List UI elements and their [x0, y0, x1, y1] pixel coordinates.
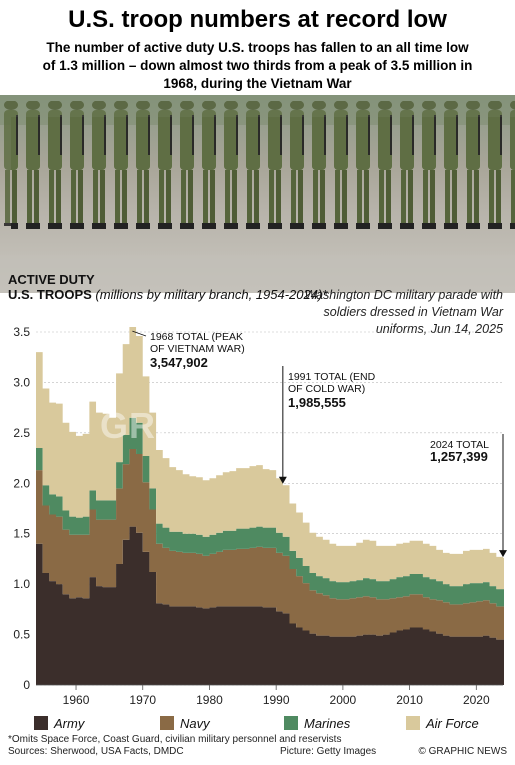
- annotation-value: 1,257,399: [430, 449, 488, 464]
- area-navy: [36, 448, 504, 640]
- photo-caption: Washington DC military parade with soldi…: [304, 288, 503, 336]
- legend-air-force-label: Air Force: [426, 716, 479, 731]
- legend-air-force: Air Force: [406, 716, 479, 731]
- annotation-arrowhead: [278, 476, 287, 484]
- legend-marines-label: Marines: [304, 716, 351, 731]
- x-tick-label: 1970: [129, 693, 156, 707]
- legend-marines: Marines: [284, 716, 350, 731]
- footnote-text: *Omits Space Force, Coast Guard, civilia…: [8, 734, 342, 745]
- y-tick-label: 2.5: [13, 426, 30, 440]
- y-tick-label: 0.5: [13, 628, 30, 642]
- chart-heading-line1: ACTIVE DUTY: [8, 272, 95, 287]
- legend-marines-swatch: [284, 716, 298, 730]
- annotation-label: OF COLD WAR): [288, 383, 365, 395]
- page-title: U.S. troop numbers at record low: [68, 6, 447, 33]
- page-subtitle: The number of active duty U.S. troops ha…: [42, 40, 473, 91]
- annotation-leader: [132, 330, 147, 337]
- x-tick-label: 1980: [196, 693, 223, 707]
- sources-text: Sources: Sherwood, USA Facts, DMDC: [8, 746, 184, 757]
- legend-air-force-swatch: [406, 716, 420, 730]
- footnote: *Omits Space Force, Coast Guard, civilia…: [8, 734, 341, 758]
- legend-navy-swatch: [160, 716, 174, 730]
- y-tick-label: 2.0: [13, 476, 30, 490]
- legend-army-label: Army: [54, 716, 85, 731]
- area-marines: [36, 417, 504, 607]
- legend-army: Army: [34, 716, 84, 731]
- area-army: [36, 526, 504, 685]
- legend-navy: Navy: [160, 716, 210, 731]
- x-tick-label: 2010: [396, 693, 423, 707]
- x-tick-label: 2020: [463, 693, 490, 707]
- annotation-label: 1968 TOTAL (PEAK: [150, 331, 243, 343]
- y-tick-label: 1.5: [13, 527, 30, 541]
- copyright: © GRAPHIC NEWS: [418, 746, 508, 757]
- annotation-label: 2024 TOTAL: [430, 439, 489, 451]
- x-tick-label: 1960: [63, 693, 90, 707]
- annotation-value: 1,985,555: [288, 395, 346, 410]
- troops-area-chart: 0 0.5 1.0 1.5 2.0 2.5 3.0 3.5 1960 1970 1980 1990 20…: [13, 325, 507, 707]
- picture-credit: Picture: Getty Images: [280, 746, 377, 757]
- chart-heading: ACTIVE DUTY U.S. TROOPS (millions by mil…: [8, 272, 327, 302]
- x-tick-label: 1990: [263, 693, 290, 707]
- legend-navy-label: Navy: [180, 716, 210, 731]
- chart-heading-note: (millions by military branch, 1954-2024)…: [95, 287, 328, 302]
- watermark: GRAPHIC NEWS: [100, 405, 397, 446]
- annotation-label: 1991 TOTAL (END: [288, 371, 376, 383]
- y-tick-label: 3.5: [13, 325, 30, 339]
- legend-army-swatch: [34, 716, 48, 730]
- y-tick-label: 0: [23, 678, 30, 692]
- x-tick-label: 2000: [330, 693, 357, 707]
- annotation-arrowhead: [499, 550, 507, 558]
- area-air-force: [36, 326, 504, 590]
- chart-heading-line2: U.S. TROOPS: [8, 287, 92, 302]
- annotation-label: OF VIETNAM WAR): [150, 343, 245, 355]
- annotation-value: 3,547,902: [150, 355, 208, 370]
- y-tick-label: 3.0: [13, 375, 30, 389]
- parade-photo: [0, 95, 515, 293]
- y-tick-label: 1.0: [13, 577, 30, 591]
